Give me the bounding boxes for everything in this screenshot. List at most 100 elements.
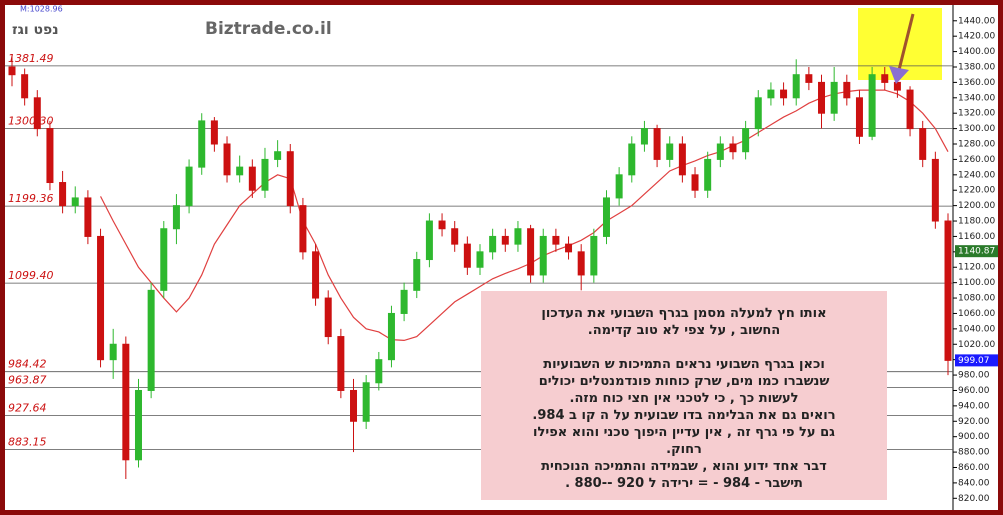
candle-body [438,220,446,230]
price-tag [955,354,998,367]
level-label: 927.64 [8,401,47,414]
candle-body [944,220,952,361]
note: אותו חץ למעלה מסמן בגרף השבועי את העדכון… [481,291,887,500]
candle-body [286,151,294,207]
note-line: דבר אחד ידוע והוא , שבמידה והתמיכה הנוכח… [541,459,827,474]
candle-body [97,235,105,361]
candle-body [855,97,863,137]
candle-body [767,89,775,99]
y-tick-label: 1220.00 [958,186,995,196]
marker: M:1028.96 [20,5,63,14]
candle-body [893,81,901,91]
y-tick-label: 1260.00 [958,155,995,165]
candle-body [780,89,788,99]
y-tick-label: 1100.00 [958,278,995,288]
candle-body [223,143,231,176]
level-label: 1381.49 [8,52,54,65]
price-tag [955,245,998,258]
candle-body [400,289,408,314]
candle-body [8,66,16,76]
candle-body [46,128,54,184]
candle-body [489,235,497,253]
candle-body [640,128,648,145]
level-label: 963.87 [8,373,47,386]
candle-body [818,81,826,114]
y-tick-label: 1340.00 [958,93,995,103]
candle-body [299,205,307,253]
candle-body [514,228,522,245]
candle-body [590,235,598,276]
candle-body [337,336,345,391]
candle-body [906,89,914,130]
y-tick-label: 840.00 [958,478,990,488]
candle-body [21,74,29,99]
y-tick-label: 1300.00 [958,124,995,134]
level-label: 1300.30 [8,114,54,127]
y-tick-label: 1420.00 [958,32,995,42]
candle-body [552,235,560,245]
note-line: אותו חץ למעלה מסמן בגרף השבועי את העדכון [541,306,827,321]
candle-body [527,228,535,276]
note-line: רואים גם את הבלימה בדו שבועית על ה קו ב … [532,408,836,423]
y-tick-label: 1320.00 [958,109,995,119]
candle-body [476,251,484,268]
candle-body [463,243,471,268]
level-label: 1099.40 [8,269,54,282]
candle-body [919,128,927,160]
candle-body [539,235,547,276]
y-tick-label: 900.00 [958,432,990,442]
y-tick-label: 1240.00 [958,170,995,180]
y-tick-label: 1380.00 [958,62,995,72]
site: Biztrade.co.il [205,19,332,39]
y-tick-label: 860.00 [958,463,990,473]
note-line: גם על פי גרף זה , אין עדיין היפוך טכני ו… [533,425,835,440]
candle-body [425,220,433,261]
candle-body [274,151,282,160]
candle-body [71,197,79,207]
candle-body [628,143,636,176]
note-paragraph: אותו חץ למעלה מסמן בגרף השבועי את העדכון… [481,305,887,339]
candle-body [843,81,851,99]
candle-body [362,382,370,422]
note-line: שנשברו כמו מים, שרק כוחות פונדמנטלים יכו… [538,374,830,389]
arrow-head [889,66,909,84]
y-tick-label: 1400.00 [958,47,995,57]
candle-body [666,143,674,160]
y-tick-label: 820.00 [958,494,990,504]
candle-body [134,389,142,461]
candle-body [413,259,421,291]
candle-body [375,359,383,384]
y-tick-label: 1040.00 [958,324,995,334]
candle-body [931,158,939,222]
y-tick-label: 940.00 [958,401,990,411]
price-tag-label: 999.07 [958,356,990,366]
candle-body [754,97,762,130]
candle-body [501,235,509,245]
candle-body [172,205,180,230]
candle-body [324,297,332,338]
candle-body [678,143,686,176]
candle-body [792,74,800,99]
candle-body [198,120,206,168]
candle-body [147,289,155,391]
y-tick-label: 880.00 [958,448,990,458]
note-paragraph: וכאן בגרף השבועי נראים התמיכות ש השבועיו… [481,356,887,492]
candle-body [691,174,699,191]
candle-body [615,174,623,199]
note-line: החשוב , על צפי לא טוב קדימה. [587,323,781,338]
price-tag-label: 1140.87 [958,247,995,257]
candle-body [805,74,813,83]
y-tick-label: 1180.00 [958,217,995,227]
level-label: 984.42 [8,358,47,371]
moving-average [100,89,949,342]
candle-body [653,128,661,160]
candle-body [185,166,193,207]
y-tick-label: 920.00 [958,417,990,427]
level-label: 1199.36 [8,192,54,205]
candle-body [59,182,67,207]
candle-body [84,197,92,237]
note-line: לעשות כך , כי לטכני אין חצי כוח מזה. [569,391,799,406]
y-tick-label: 1360.00 [958,78,995,88]
candle-body [577,251,585,276]
y-tick-label: 1060.00 [958,309,995,319]
